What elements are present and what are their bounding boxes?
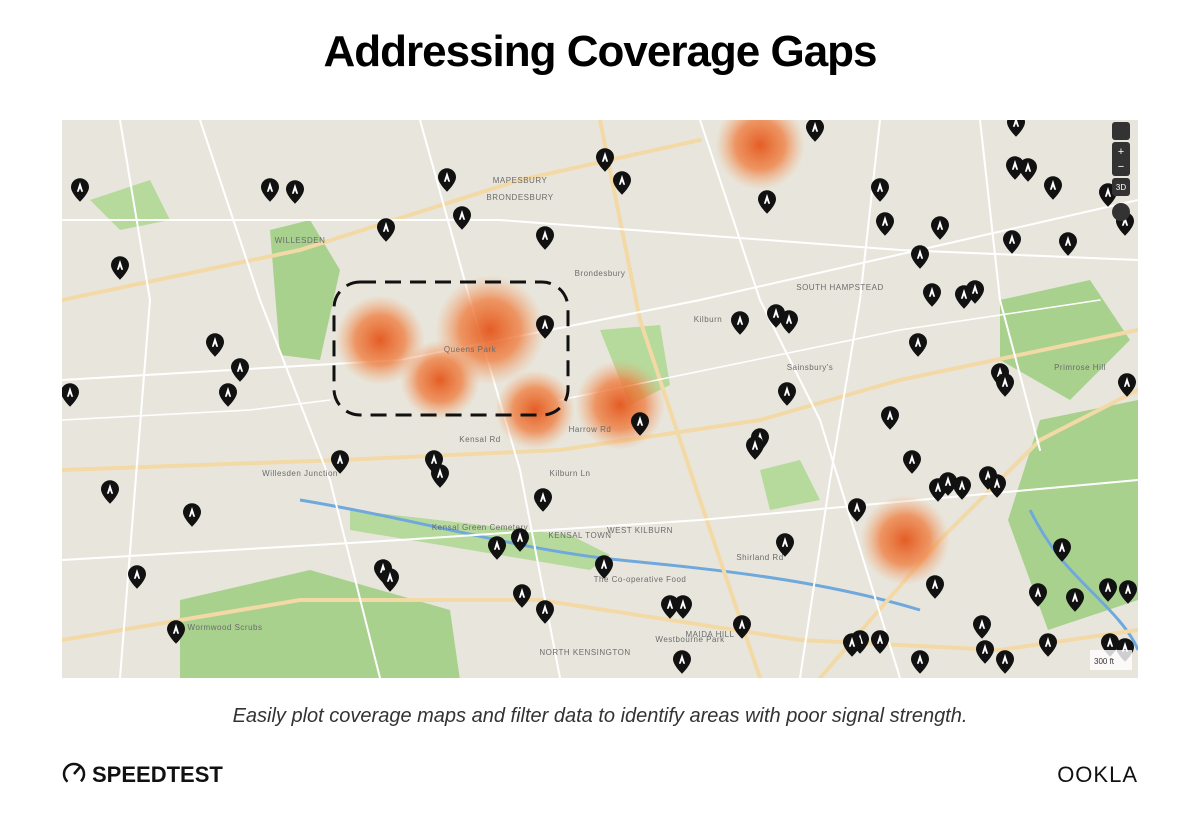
map-label: WEST KILBURN <box>607 526 673 535</box>
parks <box>90 180 1138 678</box>
map-label: Sainsbury's <box>787 363 834 372</box>
map-label: Primrose Hill <box>1054 363 1106 372</box>
map-label: Wormwood Scrubs <box>188 623 263 632</box>
ookla-wordmark: OOKLA <box>1057 762 1138 787</box>
map-label: KENSAL TOWN <box>548 531 611 540</box>
map-label: BRONDESBURY <box>486 193 553 202</box>
scale-bar: 300 ft <box>1090 650 1132 670</box>
map: WILLESDEN MAPESBURY BRONDESBURY Kilburn SOUT… <box>62 120 1138 678</box>
caption: Easily plot coverage maps and filter dat… <box>233 705 968 727</box>
speedtest-wordmark: SPEEDTEST <box>92 762 223 787</box>
map-label: NORTH KENSINGTON <box>539 648 630 657</box>
map-label: Brondesbury <box>575 269 626 278</box>
3d-label[interactable]: 3D <box>1116 183 1126 192</box>
map-label: WILLESDEN <box>275 236 326 245</box>
map-label: Queens Park <box>444 345 497 354</box>
map-label: Kensal Rd <box>459 435 500 444</box>
map-label: MAPESBURY <box>493 176 548 185</box>
scale-label: 300 ft <box>1094 657 1115 666</box>
map-label: Shirland Rd <box>736 553 783 562</box>
3d-control[interactable] <box>1112 178 1130 196</box>
search-control[interactable] <box>1112 122 1130 140</box>
map-label: The Co-operative Food <box>594 575 687 584</box>
title: Addressing Coverage Gaps <box>323 27 876 76</box>
zoom-in[interactable]: + <box>1118 146 1124 158</box>
map-label: Kilburn Ln <box>549 469 590 478</box>
map-label: Kensal Green Cemetery <box>432 523 528 532</box>
highlight-box <box>332 280 570 417</box>
map-label: Willesden Junction <box>262 469 338 478</box>
map-label: Harrow Rd <box>569 425 612 434</box>
map-label: MAIDA HILL <box>685 630 734 639</box>
speedtest-logo: SPEEDTEST <box>62 762 223 787</box>
compass[interactable] <box>1112 203 1130 221</box>
map-label: Kilburn <box>694 315 722 324</box>
map-controls[interactable]: + − 3D <box>1112 122 1130 221</box>
map-label: Westbourne Park <box>655 635 725 644</box>
zoom-out[interactable]: − <box>1118 161 1124 173</box>
zoom-control[interactable] <box>1112 142 1130 176</box>
map-label: SOUTH HAMPSTEAD <box>796 283 884 292</box>
